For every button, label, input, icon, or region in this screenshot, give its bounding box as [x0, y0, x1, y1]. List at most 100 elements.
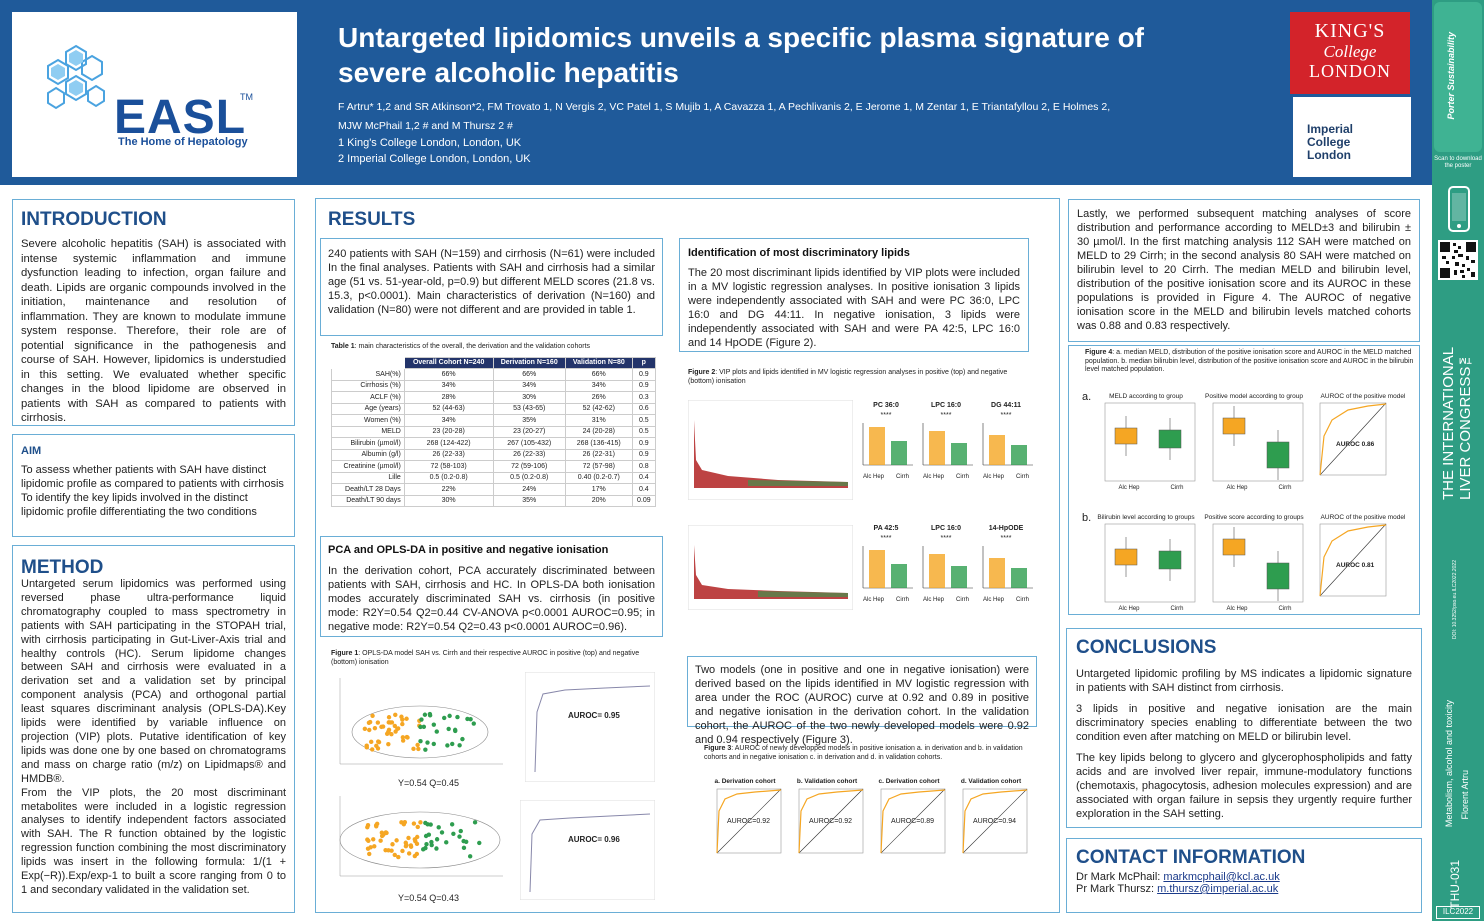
contact-1-email-link[interactable]: markmcphail@kcl.ac.uk	[1163, 871, 1280, 883]
title-line-2: severe alcoholic hepatitis	[338, 57, 679, 88]
table-cell: 66%	[564, 368, 633, 381]
score-point	[439, 830, 445, 835]
score-point	[386, 727, 392, 733]
score-point	[422, 712, 428, 717]
score-point	[423, 747, 428, 752]
significance-stars: ****	[940, 535, 952, 542]
score-point	[446, 726, 451, 732]
score-point	[400, 721, 405, 727]
significance-stars: ****	[1000, 412, 1012, 419]
table-cell: 24 (20-28)	[564, 425, 633, 438]
table-cell: 34%	[564, 379, 633, 392]
x-axis-label: Cirrh	[1170, 606, 1184, 612]
score-point	[403, 843, 409, 849]
affiliation-1: 1 King's College London, London, UK	[338, 137, 522, 149]
score-point	[408, 843, 414, 848]
score-point	[444, 840, 449, 845]
roc-panel-title: d. Validation cohort	[960, 778, 1022, 785]
table-cell: Creatinine (µmol/l)	[331, 460, 405, 473]
easl-trademark: TM	[240, 92, 253, 102]
box-plot	[1212, 523, 1304, 603]
score-point	[404, 734, 410, 740]
score-point	[449, 822, 455, 827]
score-point	[423, 820, 428, 826]
easl-hexagon-icon	[47, 44, 105, 110]
box-plot	[1104, 402, 1196, 482]
table-cell: 0.5 (0.2-0.8)	[403, 471, 494, 484]
figure-1-top-scores-plot	[328, 670, 508, 778]
score-point	[419, 717, 424, 722]
score-point	[370, 747, 375, 752]
table-header-row: Overall Cohort N=240 Derivation N=160 Vali…	[331, 356, 657, 369]
matching-text: Lastly, we performed subsequent matching…	[1077, 208, 1411, 332]
score-point	[372, 725, 378, 731]
x-axis-label: Alc Hep	[982, 597, 1004, 603]
table-cell: 0.9	[631, 448, 657, 461]
score-point	[411, 746, 416, 752]
table-cell: Death/LT 90 days	[331, 494, 405, 507]
x-axis-label: Cirrh	[895, 474, 909, 480]
imperial-logo: Imperial College London	[1293, 97, 1411, 177]
score-point	[370, 713, 375, 719]
x-axis-label: Alc Hep	[982, 474, 1004, 480]
score-point	[460, 736, 465, 742]
qr-code-icon[interactable]	[1438, 240, 1478, 280]
table-cell: 0.6	[631, 402, 657, 415]
table-cell: 0.9	[631, 379, 657, 392]
figure-2-caption: Figure 2: VIP plots and lipids identifie…	[688, 369, 1028, 386]
roc-curve	[716, 788, 782, 854]
score-point	[386, 741, 391, 747]
sponsor-name: Porter Sustainability	[1446, 32, 1456, 120]
table-cell: 0.5	[631, 414, 657, 427]
presenter-name: Florent Artru	[1460, 770, 1470, 820]
contact-2-email-link[interactable]: m.thursz@imperial.ac.uk	[1157, 883, 1279, 895]
figure-4-caption: Figure 4: a. median MELD, distribution o…	[1085, 349, 1415, 375]
matching-auroc-label: AUROC 0.81	[1336, 562, 1375, 569]
models-text: Two models (one in positive and one in n…	[695, 664, 1029, 746]
table-cell: 267 (105-432)	[492, 437, 566, 450]
score-point	[455, 714, 460, 720]
score-point	[406, 851, 412, 856]
score-point	[400, 848, 405, 854]
table-cell: 72 (59-106)	[492, 460, 566, 473]
figure-1-top-auroc: AUROC= 0.95	[568, 711, 620, 720]
contact-line-1: Dr Mark McPhail: markmcphail@kcl.ac.uk	[1076, 871, 1412, 883]
matching-panel-title: Positive model according to group	[1205, 393, 1303, 400]
score-point	[400, 735, 406, 740]
method-text-1: Untargeted serum lipidomics was performe…	[21, 578, 286, 785]
doi-text: DOI: 10.3252/pso.eu.ILC2022.2022	[1452, 560, 1458, 639]
figure-4-b-label: b.	[1082, 512, 1092, 524]
score-point	[431, 722, 437, 727]
score-point	[371, 837, 376, 842]
matching-panel-title: AUROC of the positive model	[1320, 393, 1406, 400]
score-point	[390, 842, 395, 847]
ilc-year-badge: ILC2022	[1436, 906, 1480, 919]
easl-logo: EASL TM The Home of Hepatology	[12, 12, 297, 177]
table-cell: 0.8	[631, 460, 657, 473]
table-cell: 72 (58-103)	[403, 460, 494, 473]
phone-icon	[1448, 186, 1470, 232]
table-cell: 34%	[403, 414, 494, 427]
x-axis-label: Cirrh	[1278, 485, 1292, 491]
imperial-line-1: Imperial College	[1307, 122, 1354, 149]
kcl-line-3: LONDON	[1309, 61, 1391, 81]
score-point	[367, 727, 372, 733]
table-cell: Cirrhosis (%)	[331, 379, 405, 392]
roc-auroc-label: AUROC=0.92	[727, 818, 770, 825]
score-point	[477, 840, 482, 846]
table-cell: 35%	[492, 414, 566, 427]
box-plot	[1104, 523, 1196, 603]
table-cell: Albumin (g/l)	[331, 448, 405, 461]
score-point	[414, 841, 420, 847]
table-row: Cirrhosis (%) 34% 34% 34% 0.9	[331, 379, 657, 392]
score-point	[372, 844, 377, 849]
table-cell: 66%	[492, 368, 566, 381]
matching-panel-title: Positive score according to groups	[1204, 514, 1304, 521]
score-point	[450, 741, 455, 747]
score-point	[393, 729, 398, 734]
table-cell: 72 (57-98)	[564, 460, 633, 473]
figure-1-bottom-scores-plot	[328, 788, 508, 893]
matching-panel: AUROC of the positive model AUROC 0.86	[1310, 393, 1416, 493]
score-point	[415, 742, 420, 748]
right-sidebar: Porter Sustainability Scan to download t…	[1432, 0, 1484, 921]
